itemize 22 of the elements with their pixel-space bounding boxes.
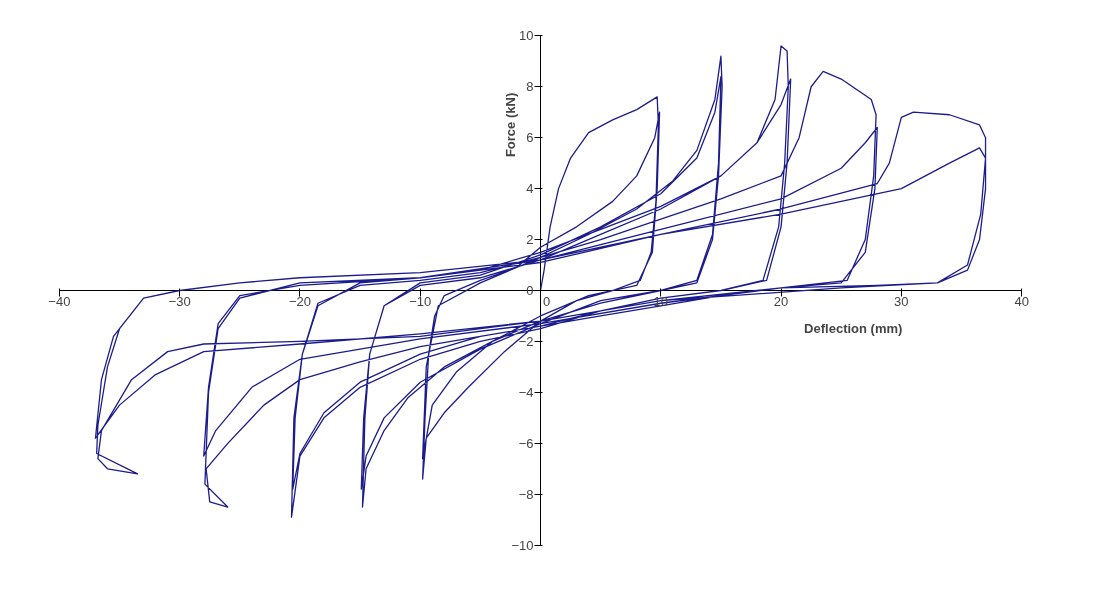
y-tick-label: 6 [526,130,534,146]
y-tick-label: −6 [518,435,534,451]
x-tick-label: −10 [409,293,432,309]
x-tick-label: −20 [288,293,311,309]
y-tick-label: 8 [526,79,534,95]
y-tick-label: −10 [511,537,534,553]
y-tick-label: 4 [526,181,534,197]
y-tick-label: −8 [518,486,534,502]
x-tick-label: 20 [773,293,789,309]
y-tick-label: 2 [526,232,534,248]
line-series [94,45,987,518]
y-tick-label: −4 [518,384,534,400]
x-tick-label: −30 [168,293,191,309]
y-axis-title: Force (kN) [503,92,518,158]
x-axis-title: Deflection (mm) [804,321,903,337]
x-tick-label: 30 [894,293,909,309]
y-tick-label: 10 [519,28,534,44]
x-tick-label: −40 [48,293,71,309]
y-tick-label: −2 [518,333,534,349]
x-tick-label: 40 [1014,293,1029,309]
x-tick-label: 0 [542,293,551,309]
x-tick-label: 10 [653,293,669,309]
